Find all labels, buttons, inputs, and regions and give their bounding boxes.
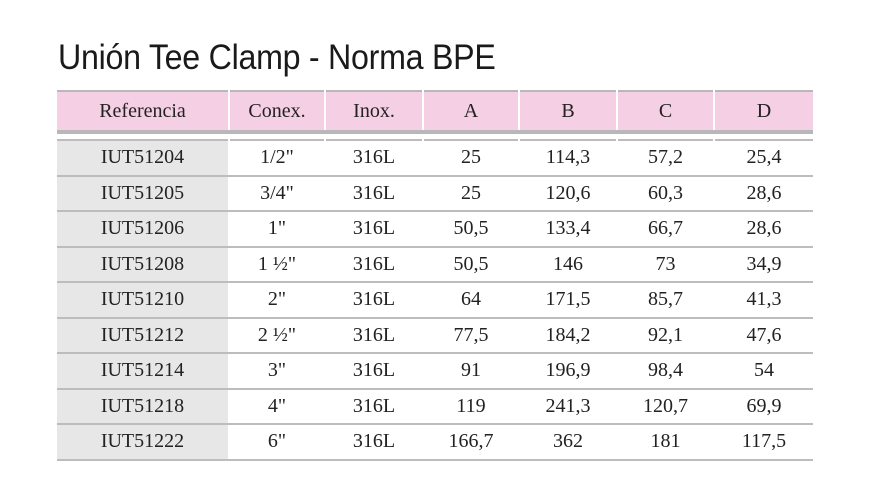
column-header-a: A	[422, 90, 520, 134]
column-header-b: B	[518, 90, 618, 134]
d-cell: 25,4	[713, 139, 813, 177]
table-row: IUT51204 1/2" 316L 25 114,3 57,2 25,4	[57, 139, 813, 177]
a-cell: 119	[422, 388, 520, 425]
conex-cell: 2"	[228, 282, 326, 319]
referencia-cell: IUT51214	[57, 353, 230, 390]
table-body: IUT51204 1/2" 316L 25 114,3 57,2 25,4 IUT51205 3…	[57, 139, 813, 461]
conex-cell: 3"	[228, 353, 326, 390]
inox-cell: 316L	[324, 388, 424, 425]
b-cell: 184,2	[518, 317, 618, 354]
c-cell: 60,3	[616, 175, 715, 212]
a-cell: 25	[422, 139, 520, 177]
a-cell: 91	[422, 353, 520, 390]
b-cell: 114,3	[518, 139, 618, 177]
b-cell: 133,4	[518, 211, 618, 248]
c-cell: 73	[616, 246, 715, 283]
b-cell: 196,9	[518, 353, 618, 390]
conex-cell: 1 ½"	[228, 246, 326, 283]
conex-cell: 6"	[228, 424, 326, 461]
column-header-c: C	[616, 90, 715, 134]
conex-cell: 4"	[228, 388, 326, 425]
table-row: IUT51222 6" 316L 166,7 362 181 117,5	[57, 424, 813, 461]
referencia-cell: IUT51218	[57, 388, 230, 425]
conex-cell: 2 ½"	[228, 317, 326, 354]
column-header-inox: Inox.	[324, 90, 424, 134]
c-cell: 98,4	[616, 353, 715, 390]
column-header-d: D	[713, 90, 813, 134]
a-cell: 77,5	[422, 317, 520, 354]
inox-cell: 316L	[324, 211, 424, 248]
a-cell: 25	[422, 175, 520, 212]
conex-cell: 1"	[228, 211, 326, 248]
c-cell: 85,7	[616, 282, 715, 319]
referencia-cell: IUT51212	[57, 317, 230, 354]
referencia-cell: IUT51204	[57, 139, 230, 177]
a-cell: 166,7	[422, 424, 520, 461]
d-cell: 54	[713, 353, 813, 390]
table-row: IUT51208 1 ½" 316L 50,5 146 73 34,9	[57, 246, 813, 283]
inox-cell: 316L	[324, 246, 424, 283]
c-cell: 57,2	[616, 139, 715, 177]
column-header-referencia: Referencia	[57, 90, 230, 134]
conex-cell: 1/2"	[228, 139, 326, 177]
referencia-cell: IUT51205	[57, 175, 230, 212]
inox-cell: 316L	[324, 282, 424, 319]
table-row: IUT51214 3" 316L 91 196,9 98,4 54	[57, 353, 813, 390]
referencia-cell: IUT51206	[57, 211, 230, 248]
a-cell: 50,5	[422, 211, 520, 248]
c-cell: 92,1	[616, 317, 715, 354]
referencia-cell: IUT51222	[57, 424, 230, 461]
spec-table: Referencia Conex. Inox. A B C D IUT51204…	[57, 90, 813, 461]
inox-cell: 316L	[324, 424, 424, 461]
c-cell: 120,7	[616, 388, 715, 425]
inox-cell: 316L	[324, 317, 424, 354]
a-cell: 50,5	[422, 246, 520, 283]
table-header-row: Referencia Conex. Inox. A B C D	[57, 90, 813, 134]
column-header-conex: Conex.	[228, 90, 326, 134]
table-row: IUT51210 2" 316L 64 171,5 85,7 41,3	[57, 282, 813, 319]
b-cell: 171,5	[518, 282, 618, 319]
inox-cell: 316L	[324, 175, 424, 212]
d-cell: 41,3	[713, 282, 813, 319]
table-row: IUT51206 1" 316L 50,5 133,4 66,7 28,6	[57, 211, 813, 248]
inox-cell: 316L	[324, 353, 424, 390]
table-row: IUT51205 3/4" 316L 25 120,6 60,3 28,6	[57, 175, 813, 212]
referencia-cell: IUT51208	[57, 246, 230, 283]
d-cell: 34,9	[713, 246, 813, 283]
table-row: IUT51212 2 ½" 316L 77,5 184,2 92,1 47,6	[57, 317, 813, 354]
b-cell: 146	[518, 246, 618, 283]
c-cell: 66,7	[616, 211, 715, 248]
conex-cell: 3/4"	[228, 175, 326, 212]
referencia-cell: IUT51210	[57, 282, 230, 319]
d-cell: 28,6	[713, 211, 813, 248]
b-cell: 120,6	[518, 175, 618, 212]
d-cell: 28,6	[713, 175, 813, 212]
d-cell: 69,9	[713, 388, 813, 425]
d-cell: 47,6	[713, 317, 813, 354]
c-cell: 181	[616, 424, 715, 461]
page-title: Unión Tee Clamp - Norma BPE	[58, 38, 496, 77]
b-cell: 241,3	[518, 388, 618, 425]
inox-cell: 316L	[324, 139, 424, 177]
a-cell: 64	[422, 282, 520, 319]
table-row: IUT51218 4" 316L 119 241,3 120,7 69,9	[57, 388, 813, 425]
b-cell: 362	[518, 424, 618, 461]
d-cell: 117,5	[713, 424, 813, 461]
